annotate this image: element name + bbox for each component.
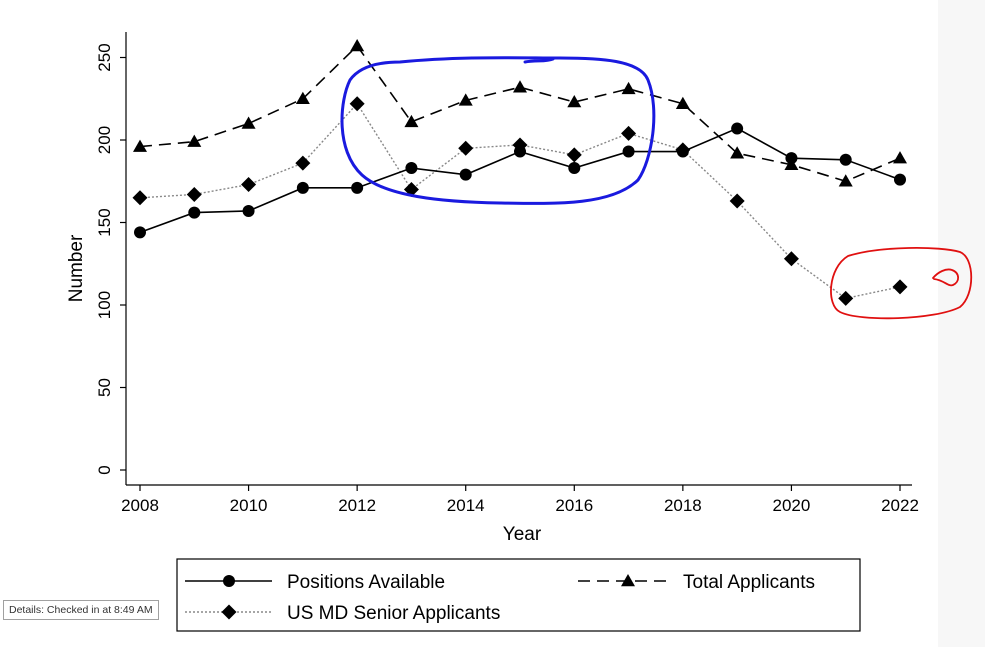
point-total-applicants [567,95,582,108]
x-tick-label: 2016 [555,496,593,515]
point-us-md-senior-applicants [241,177,257,193]
point-positions-available [242,204,255,217]
y-axis-title: Number [66,234,87,302]
point-total-applicants [621,81,636,95]
series-line-us-md-senior-applicants [139,102,901,300]
point-us-md-senior-applicants [729,193,745,209]
point-positions-available [134,226,146,239]
point-us-md-senior-applicants [621,125,637,141]
right-panel-strip [938,0,985,647]
x-tick-label: 2018 [664,496,702,515]
point-positions-available [839,153,852,166]
point-positions-available [188,206,201,219]
point-total-applicants [784,157,799,170]
point-positions-available [731,122,744,135]
blue-annotation-circle [340,56,656,205]
legend-box [176,558,861,632]
chart-legend: Positions Available Total Applicants US MD… [176,558,861,632]
x-tick-label: 2020 [773,496,811,515]
point-positions-available [894,173,906,186]
y-tick-label: 200 [95,126,114,154]
x-tick-label: 2012 [338,496,376,515]
point-total-applicants [513,80,527,93]
point-total-applicants [187,134,202,147]
point-positions-available [622,145,635,158]
x-tick-label: 2014 [447,496,485,515]
point-us-md-senior-applicants [512,137,528,153]
status-tooltip: Details: Checked in at 8:49 AM [3,600,159,620]
point-positions-available [405,162,418,175]
point-total-applicants [295,91,310,104]
y-tick-label: 0 [95,465,114,474]
point-us-md-senior-applicants [892,279,908,295]
y-tick-label: 50 [95,378,114,397]
legend-marker-positions-available [223,575,235,587]
point-us-md-senior-applicants [132,190,148,206]
point-total-applicants [675,96,690,109]
red-annotation-squiggle [932,268,960,287]
legend-items: Positions Available Total Applicants US MD… [185,572,815,624]
x-tick-label: 2008 [121,496,159,515]
point-total-applicants [458,93,473,106]
chart-axes: 0 50 100 150 200 250 2008 2010 2012 2014 2016 2018 2… [95,32,919,515]
point-total-applicants [241,116,256,129]
point-us-md-senior-applicants [349,96,365,112]
x-axis-title: Year [503,524,542,545]
x-tick-label: 2010 [230,496,268,515]
y-tick-label: 100 [95,291,114,319]
point-positions-available [459,168,472,181]
point-positions-available [296,181,309,194]
point-positions-available [351,181,364,194]
point-total-applicants [893,151,907,164]
x-tick-label: 2022 [881,496,919,515]
series-line-total-applicants [139,44,901,183]
point-us-md-senior-applicants [186,186,202,202]
point-us-md-senior-applicants [295,155,311,171]
legend-label-positions-available: Positions Available [287,572,445,593]
point-total-applicants [838,174,853,187]
point-us-md-senior-applicants [783,251,799,267]
series-markers [132,38,908,306]
point-us-md-senior-applicants [838,290,854,306]
legend-label-total-applicants: Total Applicants [683,572,815,593]
point-us-md-senior-applicants [675,142,691,158]
point-total-applicants [350,38,365,52]
red-annotation-oval [830,247,973,320]
point-positions-available [568,162,581,175]
y-tick-label: 150 [95,208,114,236]
y-tick-label: 250 [95,43,114,71]
point-total-applicants [404,114,419,128]
point-us-md-senior-applicants [458,140,474,156]
legend-label-us-md-senior-applicants: US MD Senior Applicants [287,603,500,624]
legend-marker-us-md-senior-applicants [221,604,237,620]
point-us-md-senior-applicants [566,147,582,163]
legend-marker-total-applicants [621,574,635,587]
point-total-applicants [730,146,745,159]
point-total-applicants [133,139,147,152]
